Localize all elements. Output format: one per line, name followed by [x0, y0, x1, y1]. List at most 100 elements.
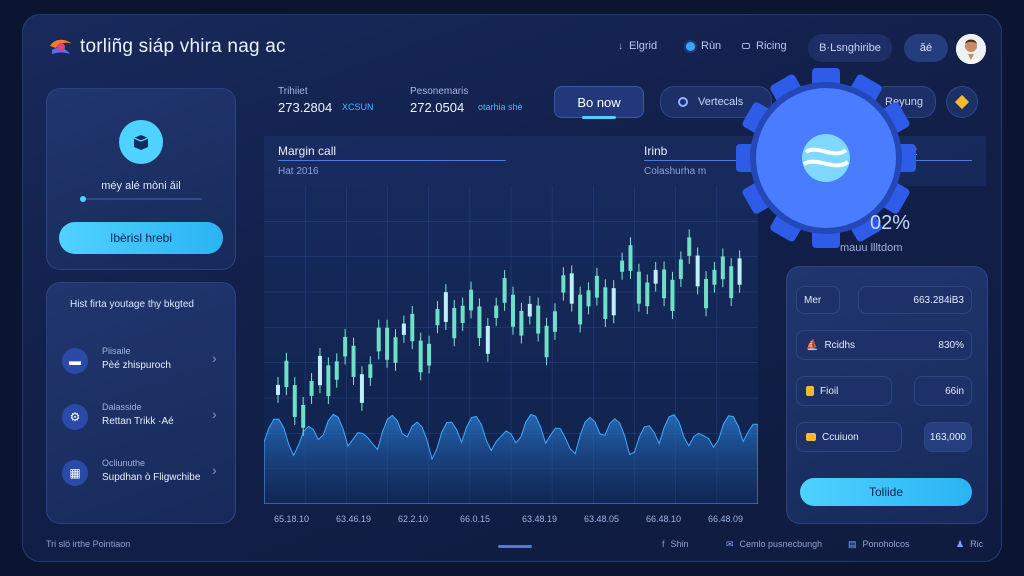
candle	[611, 288, 616, 316]
candle	[292, 385, 297, 417]
candle	[511, 294, 515, 327]
list-item-caption: Piisaile	[102, 346, 131, 356]
list-item[interactable]: ⚙ Dalasside Rettan Trikk ·Aé ›	[62, 398, 222, 438]
candle	[645, 282, 650, 307]
price-chart[interactable]	[264, 186, 758, 504]
card-label: méy alé mòni ǎil	[101, 180, 181, 192]
chevron-right-icon: ›	[212, 462, 217, 478]
reyung-button[interactable]: Reyung	[872, 86, 936, 118]
candle	[737, 258, 742, 285]
logo-icon	[50, 39, 72, 54]
candle	[653, 269, 658, 284]
row-label: Ccuiuon	[822, 431, 859, 443]
candle	[418, 340, 423, 373]
candle	[368, 364, 373, 378]
row-value-field[interactable]: 66in	[914, 376, 972, 406]
candle	[552, 311, 557, 332]
list-item-label: Supdhan ò Fligwchibe	[102, 472, 201, 483]
candle	[662, 269, 667, 299]
x-tick-label: 63.46.19	[336, 514, 372, 524]
candle	[351, 345, 356, 377]
chart-right-title: Irinb	[644, 144, 668, 158]
card-slider[interactable]	[80, 196, 202, 202]
nav-item-elgrid[interactable]: ↓ Elgrid	[618, 40, 657, 52]
row-value-field[interactable]: 663.284iB3	[858, 286, 972, 314]
square-icon	[742, 43, 750, 49]
candle	[393, 337, 398, 363]
account-button[interactable]: B·Lsnghiribe	[808, 34, 892, 62]
candlestick-series	[276, 229, 742, 436]
x-tick-label: 66.0.15	[460, 514, 491, 524]
nav-label: Elgrid	[629, 40, 658, 52]
candle	[620, 260, 625, 272]
candle	[443, 292, 448, 322]
card-button[interactable]: Ibèrisl hrebi	[59, 222, 223, 254]
footer-link-shin[interactable]: f Shin	[662, 539, 689, 549]
candle	[477, 306, 482, 338]
volume-area	[264, 413, 758, 504]
chart-title: Margin call	[278, 144, 337, 158]
candle	[729, 266, 734, 299]
candle	[544, 325, 549, 358]
coin-icon	[806, 386, 814, 396]
percent-text: 02%	[870, 212, 911, 234]
candle	[527, 303, 532, 317]
candle	[628, 245, 633, 271]
stat-sub: XCSUN	[342, 102, 374, 112]
footer-link-ric[interactable]: ♟ Ric	[956, 539, 983, 550]
candle	[401, 323, 406, 335]
slider-knob[interactable]	[80, 196, 86, 202]
x-tick-label: 65.18.10	[274, 514, 310, 524]
alert-button[interactable]	[946, 86, 978, 118]
footer-link-ponoholcos[interactable]: ▤ Ponoholcos	[848, 539, 910, 550]
candle	[586, 290, 591, 307]
footer-link-cemlo[interactable]: ✉ Cemlo pusnecbungh	[726, 539, 822, 550]
confirm-button[interactable]: Toliide	[800, 478, 972, 506]
chevron-right-icon: ›	[212, 350, 217, 366]
top-bar: torliñg siáp vhira nag ac ↓ Elgrid Rùn R…	[22, 14, 1002, 80]
nav-label: Ricing	[756, 40, 787, 52]
chart-title-underline	[278, 160, 506, 161]
order-panel: Mer 663.284iB3 ⛵ Rcidhs 830% Fioil 66in …	[786, 266, 988, 524]
candle	[427, 343, 432, 366]
circle-icon	[686, 41, 695, 51]
person-icon: ♟	[956, 539, 965, 549]
row-field[interactable]: ⛵ Rcidhs 830%	[796, 330, 972, 360]
row-field[interactable]: Ccuiuon	[796, 422, 902, 452]
action-button[interactable]: ăé	[904, 34, 948, 62]
box-icon	[119, 120, 163, 164]
wallet-icon	[806, 433, 816, 441]
candle	[704, 279, 709, 309]
x-tick-label: 66.48.10	[646, 514, 682, 524]
candle	[343, 336, 348, 357]
list-title: Hist firta youtage thy bkgted	[70, 299, 194, 310]
list-item[interactable]: ▦ Ocliunuthe Supdhan ò Fligwchibe ›	[62, 454, 222, 494]
grid-icon: ▦	[62, 460, 88, 486]
nav-item-ricing[interactable]: Ricing	[742, 40, 787, 52]
candle	[460, 305, 465, 323]
candle	[519, 310, 524, 336]
search-label: Vertecals	[698, 96, 744, 108]
bo-now-button[interactable]: Bo now	[554, 86, 644, 119]
stat-value: 273.2804	[278, 100, 333, 115]
footer-link-label: Ponoholcos	[862, 539, 910, 549]
candle	[536, 305, 541, 334]
candle	[284, 360, 289, 388]
row-field[interactable]: Fioil	[796, 376, 892, 406]
candle	[276, 384, 280, 395]
candle	[603, 287, 608, 320]
mail-icon: ✉	[726, 539, 734, 549]
user-photo	[956, 34, 986, 64]
row-value-field[interactable]: 163,000	[924, 422, 972, 452]
row-value: 830%	[938, 339, 964, 351]
avatar[interactable]	[956, 34, 986, 64]
footer-indicator	[498, 545, 532, 548]
chart-subtitle: Hat 2016	[278, 166, 319, 177]
stat-sub: otarhia shè	[478, 102, 523, 112]
bo-now-label: Bo now	[577, 94, 621, 110]
list-item-label: Rettan Trikk ·Aé	[102, 416, 174, 427]
candle	[309, 380, 314, 396]
list-item[interactable]: ▬ Piisaile Pèé zhispuroch ›	[62, 342, 222, 382]
nav-item-run[interactable]: Rùn	[686, 40, 721, 52]
nav-label: Rùn	[701, 40, 722, 52]
